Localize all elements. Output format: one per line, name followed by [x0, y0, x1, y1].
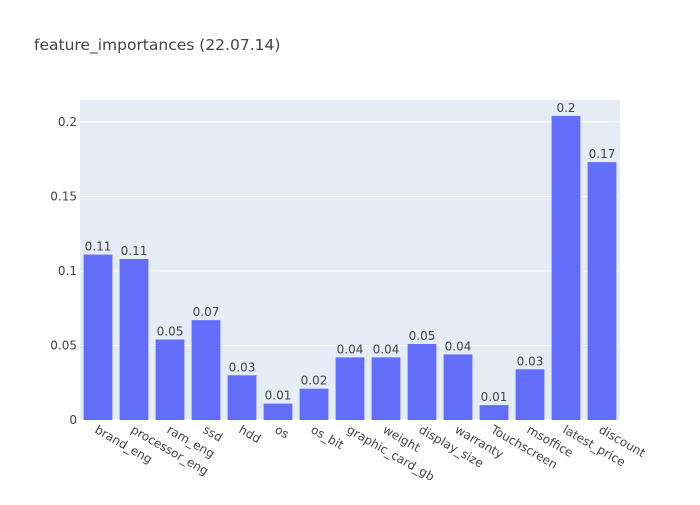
x-tick-label: os	[273, 422, 292, 441]
x-tick-label: hdd	[237, 422, 264, 446]
bar-data-label: 0.04	[373, 342, 400, 356]
bars	[83, 115, 617, 420]
bar-data-label: 0.17	[589, 147, 616, 161]
bar-data-label: 0.11	[85, 240, 112, 254]
bar-data-label: 0.02	[301, 374, 328, 388]
bar[interactable]	[515, 369, 545, 420]
bar-data-label: 0.01	[481, 390, 508, 404]
y-tick-label: 0.15	[50, 189, 77, 203]
x-tick-label: os_bit	[309, 422, 347, 452]
y-axis-ticks: 0 0.05 0.1 0.15 0.2	[50, 115, 77, 427]
bar[interactable]	[263, 403, 293, 420]
bar[interactable]	[155, 339, 185, 420]
chart-title: feature_importances (22.07.14)	[34, 36, 281, 54]
bar-data-label: 0.01	[265, 389, 292, 403]
bar[interactable]	[551, 115, 581, 420]
bar[interactable]	[479, 405, 509, 420]
bar[interactable]	[443, 354, 473, 420]
bar[interactable]	[587, 162, 617, 420]
y-tick-label: 0.2	[58, 115, 77, 129]
bar-data-label: 0.03	[229, 360, 256, 374]
bar[interactable]	[371, 357, 401, 420]
bar-data-label: 0.11	[121, 244, 148, 258]
bar[interactable]	[299, 388, 329, 420]
bar-data-label: 0.04	[445, 339, 472, 353]
y-tick-label: 0.05	[50, 338, 77, 352]
bar-data-label: 0.04	[337, 342, 364, 356]
bar[interactable]	[407, 343, 437, 420]
y-tick-label: 0.1	[58, 264, 77, 278]
bar-data-label: 0.03	[517, 354, 544, 368]
bar-data-label: 0.05	[157, 325, 184, 339]
bar-data-label: 0.2	[556, 101, 575, 115]
bar[interactable]	[227, 375, 257, 420]
bar[interactable]	[119, 259, 149, 420]
bar[interactable]	[191, 320, 221, 420]
bar-data-label: 0.05	[409, 329, 436, 343]
bar-data-label: 0.07	[193, 305, 220, 319]
bar[interactable]	[335, 357, 365, 420]
bar[interactable]	[83, 254, 113, 420]
y-tick-label: 0	[69, 413, 77, 427]
data-labels: 0.11 0.11 0.05 0.07 0.03 0.01 0.02 0.04 0.04 0.05…	[85, 101, 616, 404]
